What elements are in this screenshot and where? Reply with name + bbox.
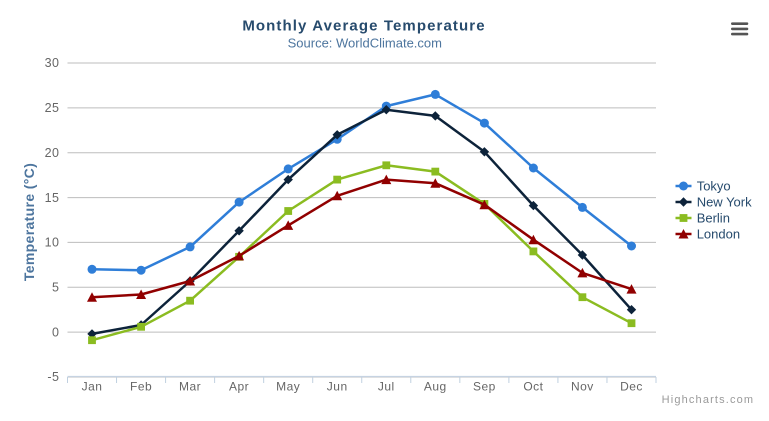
svg-text:Highcharts.com: Highcharts.com xyxy=(662,394,755,406)
svg-text:Sep: Sep xyxy=(473,380,496,394)
svg-text:-5: -5 xyxy=(47,370,59,384)
svg-text:Jun: Jun xyxy=(327,380,348,394)
svg-text:20: 20 xyxy=(45,146,60,160)
svg-text:Jul: Jul xyxy=(378,380,395,394)
svg-text:Monthly Average Temperature: Monthly Average Temperature xyxy=(242,17,485,34)
svg-text:Mar: Mar xyxy=(179,380,201,394)
svg-text:Feb: Feb xyxy=(130,380,152,394)
svg-text:15: 15 xyxy=(45,191,60,205)
svg-text:May: May xyxy=(276,380,300,394)
svg-text:Aug: Aug xyxy=(424,380,447,394)
svg-text:Berlin: Berlin xyxy=(697,211,730,226)
svg-text:Source: WorldClimate.com: Source: WorldClimate.com xyxy=(288,36,442,51)
svg-text:10: 10 xyxy=(45,236,60,250)
svg-text:Tokyo: Tokyo xyxy=(697,179,731,194)
svg-text:0: 0 xyxy=(52,325,59,339)
svg-text:Oct: Oct xyxy=(523,380,543,394)
svg-text:New York: New York xyxy=(697,195,752,210)
svg-text:30: 30 xyxy=(45,56,60,70)
svg-text:Jan: Jan xyxy=(82,380,103,394)
svg-text:Dec: Dec xyxy=(620,380,643,394)
svg-text:Temperature (°C): Temperature (°C) xyxy=(21,163,37,281)
svg-text:London: London xyxy=(697,227,740,242)
svg-text:Apr: Apr xyxy=(229,380,249,394)
svg-text:25: 25 xyxy=(45,101,60,115)
svg-text:5: 5 xyxy=(52,281,59,295)
svg-text:Nov: Nov xyxy=(571,380,594,394)
